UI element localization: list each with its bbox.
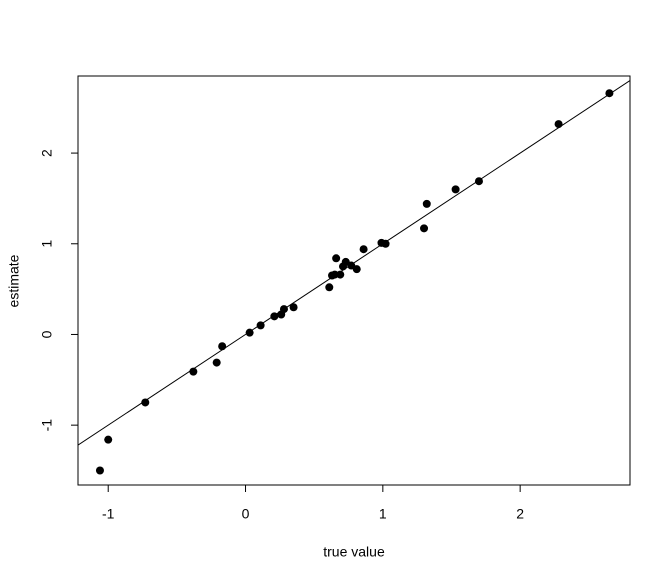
point <box>381 239 390 248</box>
point <box>279 305 288 314</box>
point <box>325 283 334 292</box>
point <box>474 177 483 186</box>
point <box>256 321 265 330</box>
x-axis-label: true value <box>323 544 385 560</box>
x-tick-label: 1 <box>379 506 387 522</box>
y-tick-label: 0 <box>39 330 55 338</box>
plot-frame <box>77 75 631 486</box>
point <box>141 398 150 407</box>
point <box>554 120 563 129</box>
point <box>451 185 460 194</box>
point <box>104 435 113 444</box>
point <box>422 199 431 208</box>
point <box>289 303 298 312</box>
point <box>605 89 614 98</box>
point <box>189 367 198 376</box>
point <box>95 466 104 475</box>
x-tick-label: -1 <box>102 506 115 522</box>
y-axis-label: estimate <box>6 254 22 307</box>
point <box>212 358 221 367</box>
point <box>420 224 429 233</box>
y-tick-label: -1 <box>39 419 55 432</box>
y-tick-label: 2 <box>39 149 55 157</box>
point <box>218 342 227 351</box>
y-tick-label: 1 <box>39 240 55 248</box>
point <box>352 265 361 274</box>
point <box>270 312 279 321</box>
point <box>359 245 368 254</box>
x-tick-label: 2 <box>516 506 524 522</box>
point <box>245 328 254 337</box>
point <box>336 270 345 279</box>
point <box>330 270 339 279</box>
x-tick-label: 0 <box>242 506 250 522</box>
point <box>332 254 341 263</box>
